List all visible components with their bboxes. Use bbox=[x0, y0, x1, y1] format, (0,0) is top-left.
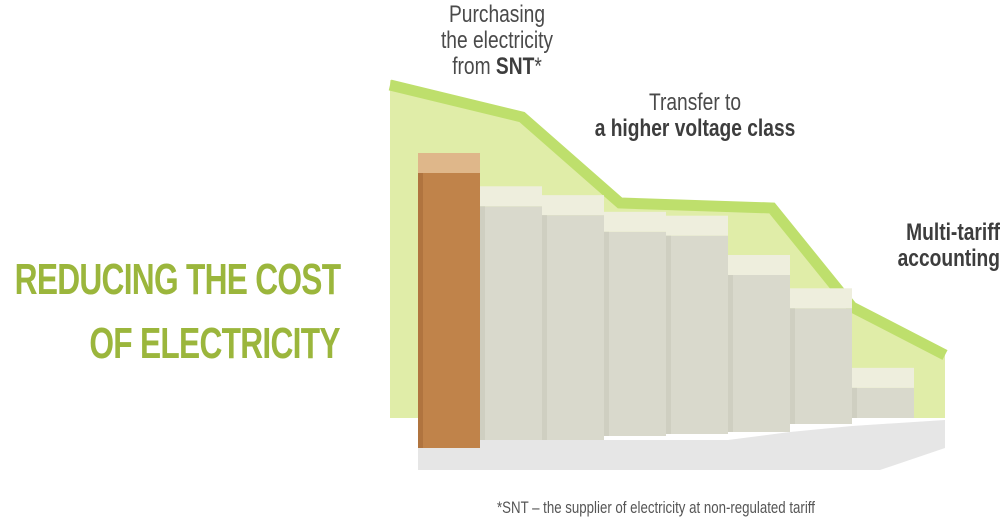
step-snt-line3-bold: SNT bbox=[495, 53, 535, 80]
column-4 bbox=[604, 231, 666, 436]
column-side-2 bbox=[480, 206, 485, 440]
footnote: *SNT – the supplier of electricity at no… bbox=[497, 498, 815, 517]
step-voltage-line2: a higher voltage class bbox=[587, 116, 803, 142]
title-line-1: REDUCING THE COST bbox=[14, 255, 340, 304]
column-cap-3 bbox=[542, 195, 604, 216]
step-multi-line2: accounting bbox=[897, 245, 1000, 272]
step-snt-line3: from SNT* bbox=[417, 54, 577, 80]
step-label-snt: Purchasing the electricity from SNT* bbox=[417, 2, 577, 80]
step-snt-line3-suffix: * bbox=[534, 53, 542, 80]
column-5 bbox=[666, 235, 728, 434]
step-snt-line1: Purchasing bbox=[448, 1, 546, 28]
column-cap-8 bbox=[852, 367, 914, 388]
column-1 bbox=[418, 173, 480, 448]
column-cap-6 bbox=[728, 255, 790, 275]
column-side-4 bbox=[604, 231, 609, 436]
step-label-voltage: Transfer to a higher voltage class bbox=[587, 90, 803, 142]
column-side-6 bbox=[728, 275, 733, 432]
step-label-multi: Multi-tariff accounting bbox=[872, 220, 1000, 272]
step-voltage-line1: Transfer to bbox=[648, 89, 742, 116]
column-cap-4 bbox=[604, 211, 666, 232]
column-3 bbox=[542, 215, 604, 440]
column-8 bbox=[852, 387, 914, 418]
step-voltage-line2-bold: a higher voltage class bbox=[594, 115, 796, 142]
column-2 bbox=[480, 206, 542, 440]
column-6 bbox=[728, 275, 790, 432]
column-side-5 bbox=[666, 235, 671, 434]
title-line-2: OF ELECTRICITY bbox=[89, 319, 341, 368]
columns-group bbox=[418, 153, 914, 448]
step-snt-line2: the electricity bbox=[440, 27, 554, 54]
column-cap-7 bbox=[790, 288, 852, 309]
columns-shadow bbox=[418, 420, 945, 470]
step-multi-line1: Multi-tariff bbox=[906, 219, 1000, 246]
column-7 bbox=[790, 308, 852, 424]
column-cap-1 bbox=[418, 153, 480, 173]
column-side-1 bbox=[418, 173, 423, 448]
column-cap-5 bbox=[666, 215, 728, 236]
column-side-7 bbox=[790, 308, 795, 424]
savings-band-edge bbox=[388, 79, 948, 360]
step-snt-line3-prefix: from bbox=[452, 53, 496, 80]
column-side-8 bbox=[852, 387, 857, 418]
column-side-3 bbox=[542, 215, 547, 440]
column-cap-2 bbox=[480, 186, 542, 207]
